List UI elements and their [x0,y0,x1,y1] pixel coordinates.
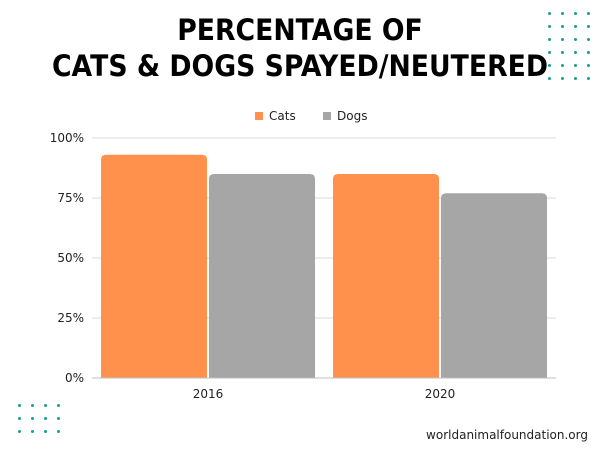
dot-grid-top-right [548,12,592,80]
decor-dot [548,77,551,80]
decor-dot [561,51,564,54]
y-tick-label: 50% [57,251,84,265]
decor-dot [574,25,577,28]
y-tick-label: 75% [57,191,84,205]
decor-dot [574,77,577,80]
decor-dot [587,25,590,28]
bar-dogs-2016 [209,174,315,378]
bar-dogs-2020 [441,193,547,378]
y-tick-label: 0% [65,371,84,385]
decor-dot [44,417,47,420]
decor-dot [548,51,551,54]
chart-title: PERCENTAGE OF CATS & DOGS SPAYED/NEUTERE… [24,12,576,84]
decor-dot [561,38,564,41]
decor-dot [587,12,590,15]
decor-dot [57,430,60,433]
title-line-2: CATS & DOGS SPAYED/NEUTERED [51,49,549,83]
decor-dot [574,12,577,15]
decor-dot [57,404,60,407]
source-label: worldanimalfoundation.org [426,428,588,442]
decor-dot [574,64,577,67]
decor-dot [561,77,564,80]
y-tick-label: 25% [57,311,84,325]
decor-dot [587,64,590,67]
decor-dot [548,12,551,15]
decor-dot [587,77,590,80]
decor-dot [18,417,21,420]
decor-dot [561,64,564,67]
y-tick-label: 100% [50,131,84,145]
decor-dot [548,25,551,28]
bar-cats-2016 [101,154,207,378]
decor-dot [574,51,577,54]
decor-dot [31,430,34,433]
decor-dot [18,404,21,407]
decor-dot [587,38,590,41]
title-line-1: PERCENTAGE OF [177,13,423,47]
decor-dot [574,38,577,41]
decor-dot [548,64,551,67]
legend-swatch-dogs [323,112,331,120]
x-tick-label: 2016 [193,387,224,401]
legend-label-dogs: Dogs [337,109,367,123]
bar-cats-2020 [333,174,439,378]
decor-dot [561,25,564,28]
decor-dot [44,430,47,433]
legend-label-cats: Cats [269,109,296,123]
decor-dot [548,38,551,41]
bar-chart: 0% 25% 50% 75% 100% 2016 2020 Cats Dogs [50,109,556,401]
decor-dot [561,12,564,15]
decor-dot [587,51,590,54]
decor-dot [57,417,60,420]
dot-grid-bottom-left [18,404,62,448]
decor-dot [18,430,21,433]
x-tick-label: 2020 [425,387,456,401]
decor-dot [44,404,47,407]
legend-swatch-cats [255,112,263,120]
decor-dot [31,404,34,407]
decor-dot [31,417,34,420]
